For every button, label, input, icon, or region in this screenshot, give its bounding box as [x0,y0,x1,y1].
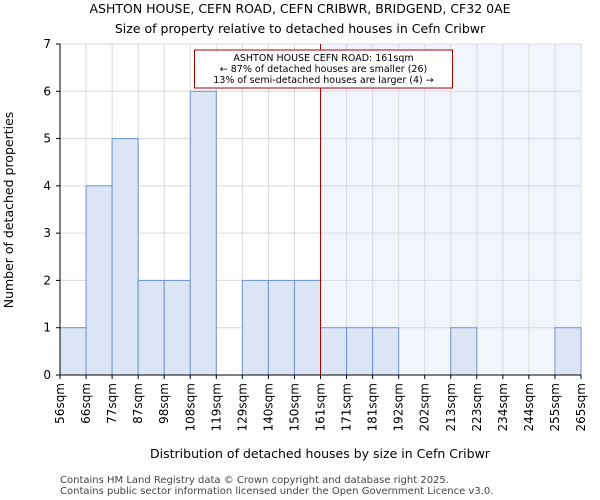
y-tick-label: 3 [43,226,51,240]
histogram-bar [85,185,113,376]
x-tick-label: 161sqm [314,383,328,431]
x-tick-label: 150sqm [287,383,301,431]
x-tick-label: 129sqm [235,383,249,431]
histogram-bar [293,279,322,376]
x-tick-label: 108sqm [183,383,197,431]
x-tick-label: 192sqm [392,383,406,431]
chart-subtitle: Size of property relative to detached ho… [115,21,486,36]
y-tick-label: 6 [43,84,51,98]
y-tick-label: 0 [43,368,51,382]
histogram-bar [267,279,295,376]
y-tick-label: 5 [43,132,51,146]
histogram-bar [554,327,582,376]
x-tick-label: 181sqm [366,383,380,431]
plot-area: 0 1 2 3 4 5 6 7 56sqm 66sqm 77sqm 87sqm 98sqm 108sqm 1… [43,37,588,431]
histogram-bar [450,327,478,376]
footer-line-2: Contains public sector information licen… [60,486,493,497]
y-tick-label: 4 [43,179,51,193]
property-annotation-line: ASHTON HOUSE CEFN ROAD: 161sqm [233,53,413,64]
chart-title: ASHTON HOUSE, CEFN ROAD, CEFN CRIBWR, BR… [89,1,510,16]
histogram-bar [163,279,191,376]
x-tick-label: 140sqm [261,383,275,431]
x-tick-label: 223sqm [470,383,484,431]
histogram-bar [189,90,217,376]
y-tick-label: 1 [43,321,51,335]
property-annotation-line: 13% of semi-detached houses are larger (… [213,75,433,86]
x-tick-label: 202sqm [418,383,432,431]
x-tick-label: 98sqm [157,383,171,424]
x-axis-label: Distribution of detached houses by size … [150,446,491,461]
x-tick-label: 171sqm [340,383,354,431]
histogram-bar [241,279,269,376]
histogram-bar [137,279,165,376]
x-tick-label: 234sqm [496,383,510,431]
footer-line-1: Contains HM Land Registry data © Crown c… [60,475,449,486]
property-annotation-line: ← 87% of detached houses are smaller (26… [220,64,427,75]
x-tick-label: 119sqm [209,383,223,431]
property-annotation-box [194,49,453,89]
x-tick-label: 77sqm [105,383,119,424]
y-tick-label: 7 [43,37,51,51]
x-tick-label: 265sqm [574,383,588,431]
y-tick-label: 2 [43,273,51,287]
y-axis-label: Number of detached properties [1,112,16,309]
histogram-bar [372,327,400,376]
x-tick-label: 87sqm [131,383,145,424]
histogram-bar [346,327,374,376]
histogram-bar [111,138,139,376]
x-tick-label: 66sqm [79,383,93,424]
histogram-bar [320,327,348,376]
histogram-bar [59,327,87,376]
x-tick-label: 56sqm [53,383,67,424]
x-tick-label: 244sqm [522,383,536,431]
x-tick-label: 213sqm [444,383,458,431]
x-tick-label: 255sqm [548,383,562,431]
